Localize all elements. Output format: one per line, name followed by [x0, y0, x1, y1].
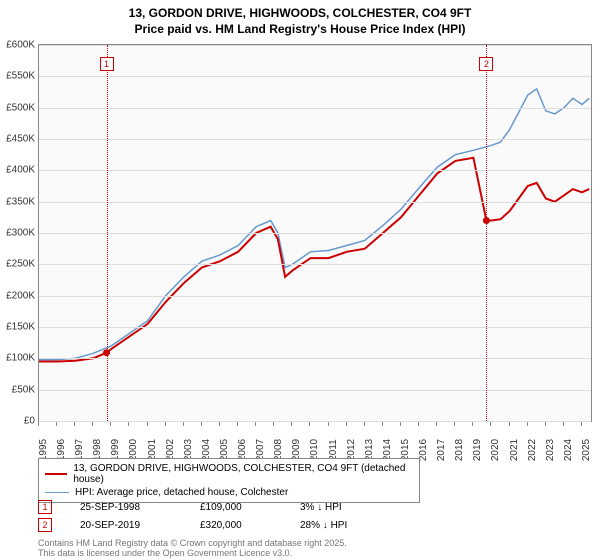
x-tick: [545, 422, 546, 426]
y-axis-label: £450K: [1, 134, 35, 145]
x-tick: [147, 422, 148, 426]
x-axis-labels: 1995199619971998199920002001200220032004…: [38, 422, 590, 452]
legend-label: HPI: Average price, detached house, Colc…: [75, 487, 288, 498]
x-tick: [74, 422, 75, 426]
x-tick: [527, 422, 528, 426]
x-tick: [309, 422, 310, 426]
x-tick: [92, 422, 93, 426]
sale-marker-box: 2: [479, 57, 493, 71]
y-axis-label: £250K: [1, 259, 35, 270]
x-axis-label: 2018: [454, 439, 465, 461]
sale-row-pct: 28% ↓ HPI: [300, 520, 420, 531]
sale-data-row: 1 25-SEP-1998£109,0003% ↓ HPI: [38, 498, 420, 516]
y-axis-label: £350K: [1, 196, 35, 207]
y-axis-label: £600K: [1, 40, 35, 51]
sales-data-table: 1 25-SEP-1998£109,0003% ↓ HPI 2 20-SEP-2019…: [38, 498, 420, 534]
x-axis-label: 2025: [581, 439, 592, 461]
x-axis-label: 2023: [545, 439, 556, 461]
sale-row-price: £320,000: [200, 520, 300, 531]
y-axis-label: £0: [1, 416, 35, 427]
y-axis-label: £200K: [1, 290, 35, 301]
x-tick: [400, 422, 401, 426]
legend: 13, GORDON DRIVE, HIGHWOODS, COLCHESTER,…: [38, 458, 420, 503]
x-tick: [183, 422, 184, 426]
x-tick: [128, 422, 129, 426]
x-tick: [273, 422, 274, 426]
legend-swatch: [45, 473, 67, 475]
chart-plot-area: £0£50K£100K£150K£200K£250K£300K£350K£400…: [38, 44, 592, 422]
chart-container: 13, GORDON DRIVE, HIGHWOODS, COLCHESTER,…: [0, 0, 600, 560]
gridline: [39, 108, 591, 109]
gridline: [39, 233, 591, 234]
x-axis-label: 2020: [490, 439, 501, 461]
series-line-price_paid: [39, 158, 589, 362]
x-tick: [436, 422, 437, 426]
title-line-2: Price paid vs. HM Land Registry's House …: [0, 22, 600, 38]
x-tick: [472, 422, 473, 426]
sale-row-pct: 3% ↓ HPI: [300, 502, 420, 513]
y-axis-label: £50K: [1, 384, 35, 395]
x-axis-label: 2022: [527, 439, 538, 461]
footer-line-1: Contains HM Land Registry data © Crown c…: [38, 538, 347, 548]
x-tick: [219, 422, 220, 426]
x-tick: [110, 422, 111, 426]
sale-row-price: £109,000: [200, 502, 300, 513]
legend-label: 13, GORDON DRIVE, HIGHWOODS, COLCHESTER,…: [73, 463, 413, 485]
x-tick: [364, 422, 365, 426]
x-tick: [38, 422, 39, 426]
gridline: [39, 170, 591, 171]
x-tick: [509, 422, 510, 426]
footer-attribution: Contains HM Land Registry data © Crown c…: [38, 538, 347, 558]
x-tick: [255, 422, 256, 426]
gridline: [39, 139, 591, 140]
x-tick: [382, 422, 383, 426]
legend-swatch: [45, 492, 69, 494]
y-axis-label: £400K: [1, 165, 35, 176]
x-tick: [56, 422, 57, 426]
y-axis-label: £100K: [1, 353, 35, 364]
series-line-hpi: [39, 89, 589, 360]
x-axis-label: 2019: [472, 439, 483, 461]
y-axis-label: £500K: [1, 102, 35, 113]
x-axis-label: 2021: [509, 439, 520, 461]
gridline: [39, 76, 591, 77]
x-tick: [165, 422, 166, 426]
x-tick: [346, 422, 347, 426]
x-tick: [454, 422, 455, 426]
sale-row-date: 25-SEP-1998: [80, 502, 200, 513]
gridline: [39, 358, 591, 359]
x-tick: [201, 422, 202, 426]
sale-marker-box: 1: [100, 57, 114, 71]
sale-data-row: 2 20-SEP-2019£320,00028% ↓ HPI: [38, 516, 420, 534]
gridline: [39, 45, 591, 46]
x-axis-label: 2017: [436, 439, 447, 461]
sale-row-date: 20-SEP-2019: [80, 520, 200, 531]
gridline: [39, 327, 591, 328]
gridline: [39, 264, 591, 265]
footer-line-2: This data is licensed under the Open Gov…: [38, 548, 347, 558]
y-axis-label: £150K: [1, 322, 35, 333]
y-axis-label: £300K: [1, 228, 35, 239]
x-tick: [291, 422, 292, 426]
x-tick: [490, 422, 491, 426]
x-tick: [328, 422, 329, 426]
gridline: [39, 390, 591, 391]
sale-marker-line: [107, 45, 108, 421]
sale-row-marker: 1: [38, 500, 52, 514]
gridline: [39, 202, 591, 203]
legend-item: 13, GORDON DRIVE, HIGHWOODS, COLCHESTER,…: [45, 462, 413, 486]
x-tick: [581, 422, 582, 426]
sale-row-marker: 2: [38, 518, 52, 532]
gridline: [39, 296, 591, 297]
x-tick: [418, 422, 419, 426]
x-axis-label: 2024: [563, 439, 574, 461]
chart-title: 13, GORDON DRIVE, HIGHWOODS, COLCHESTER,…: [0, 0, 600, 37]
sale-marker-line: [486, 45, 487, 421]
x-tick: [237, 422, 238, 426]
title-line-1: 13, GORDON DRIVE, HIGHWOODS, COLCHESTER,…: [0, 6, 600, 22]
x-tick: [563, 422, 564, 426]
y-axis-label: £550K: [1, 71, 35, 82]
